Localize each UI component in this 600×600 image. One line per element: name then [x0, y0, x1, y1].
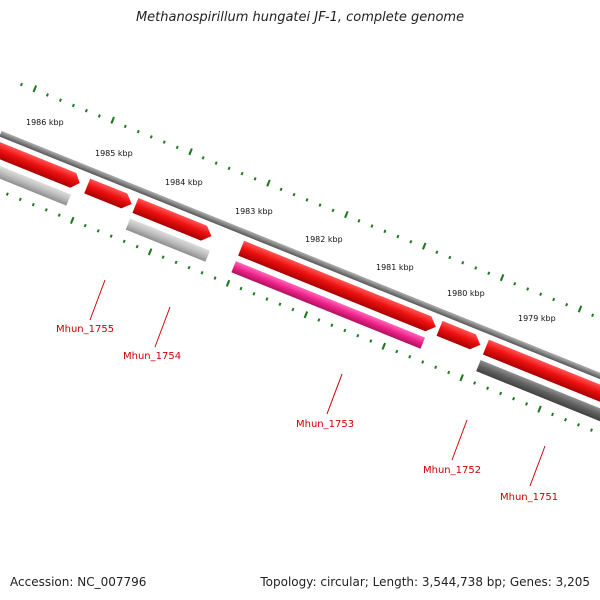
gene-leader-line [529, 445, 546, 487]
inner-tick-dots [5, 192, 593, 432]
gene-label[interactable]: Mhun_1755 [56, 324, 114, 335]
outer-major-ticks [32, 85, 583, 313]
gene-leader-line [451, 419, 468, 461]
genome-summary-text: Topology: circular; Length: 3,544,738 bp… [260, 575, 590, 589]
scale-label: 1986 kbp [26, 118, 64, 127]
gene-leader-line [326, 373, 343, 415]
gene-bar-dark [476, 360, 600, 428]
gene-track [0, 161, 600, 428]
scale-label: 1981 kbp [376, 263, 414, 272]
cds-arrow-forward [482, 339, 600, 411]
scale-labels: 1986 kbp 1985 kbp 1984 kbp 1983 kbp 1982… [26, 118, 556, 323]
gene-leader-line [154, 306, 171, 348]
scale-label: 1982 kbp [305, 235, 343, 244]
inner-scale-track [5, 192, 593, 432]
accession-text: Accession: NC_007796 [10, 575, 147, 589]
scale-label: 1979 kbp [518, 314, 556, 323]
gene-labels: Mhun_1755 Mhun_1754 Mhun_1753 Mhun_1752 … [56, 324, 558, 503]
scale-label: 1984 kbp [165, 178, 203, 187]
inner-major-ticks [70, 216, 542, 413]
scale-label: 1983 kbp [235, 207, 273, 216]
gene-label[interactable]: Mhun_1754 [123, 351, 181, 362]
gene-label[interactable]: Mhun_1751 [500, 492, 558, 503]
cds-arrow-forward [238, 240, 436, 332]
gene-bar-gray [0, 161, 71, 206]
gene-leader-line [89, 279, 106, 321]
cds-arrow-forward [436, 320, 481, 350]
gene-bar-pink [231, 261, 426, 349]
gene-label[interactable]: Mhun_1752 [423, 465, 481, 476]
cds-arrow-forward [0, 141, 80, 188]
forward-strand-track [0, 141, 600, 411]
cds-arrow-forward [132, 198, 212, 241]
cds-arrow-forward [84, 178, 132, 209]
outer-scale-track [19, 82, 595, 317]
genome-title: Methanospirillum hungatei JF-1, complete… [135, 10, 465, 25]
gene-label[interactable]: Mhun_1753 [296, 419, 354, 430]
genome-backbone [0, 130, 600, 392]
scale-label: 1980 kbp [447, 289, 485, 298]
gene-bar-gray [125, 218, 210, 262]
scale-label: 1985 kbp [95, 149, 133, 158]
gene-leader-lines [89, 279, 546, 487]
